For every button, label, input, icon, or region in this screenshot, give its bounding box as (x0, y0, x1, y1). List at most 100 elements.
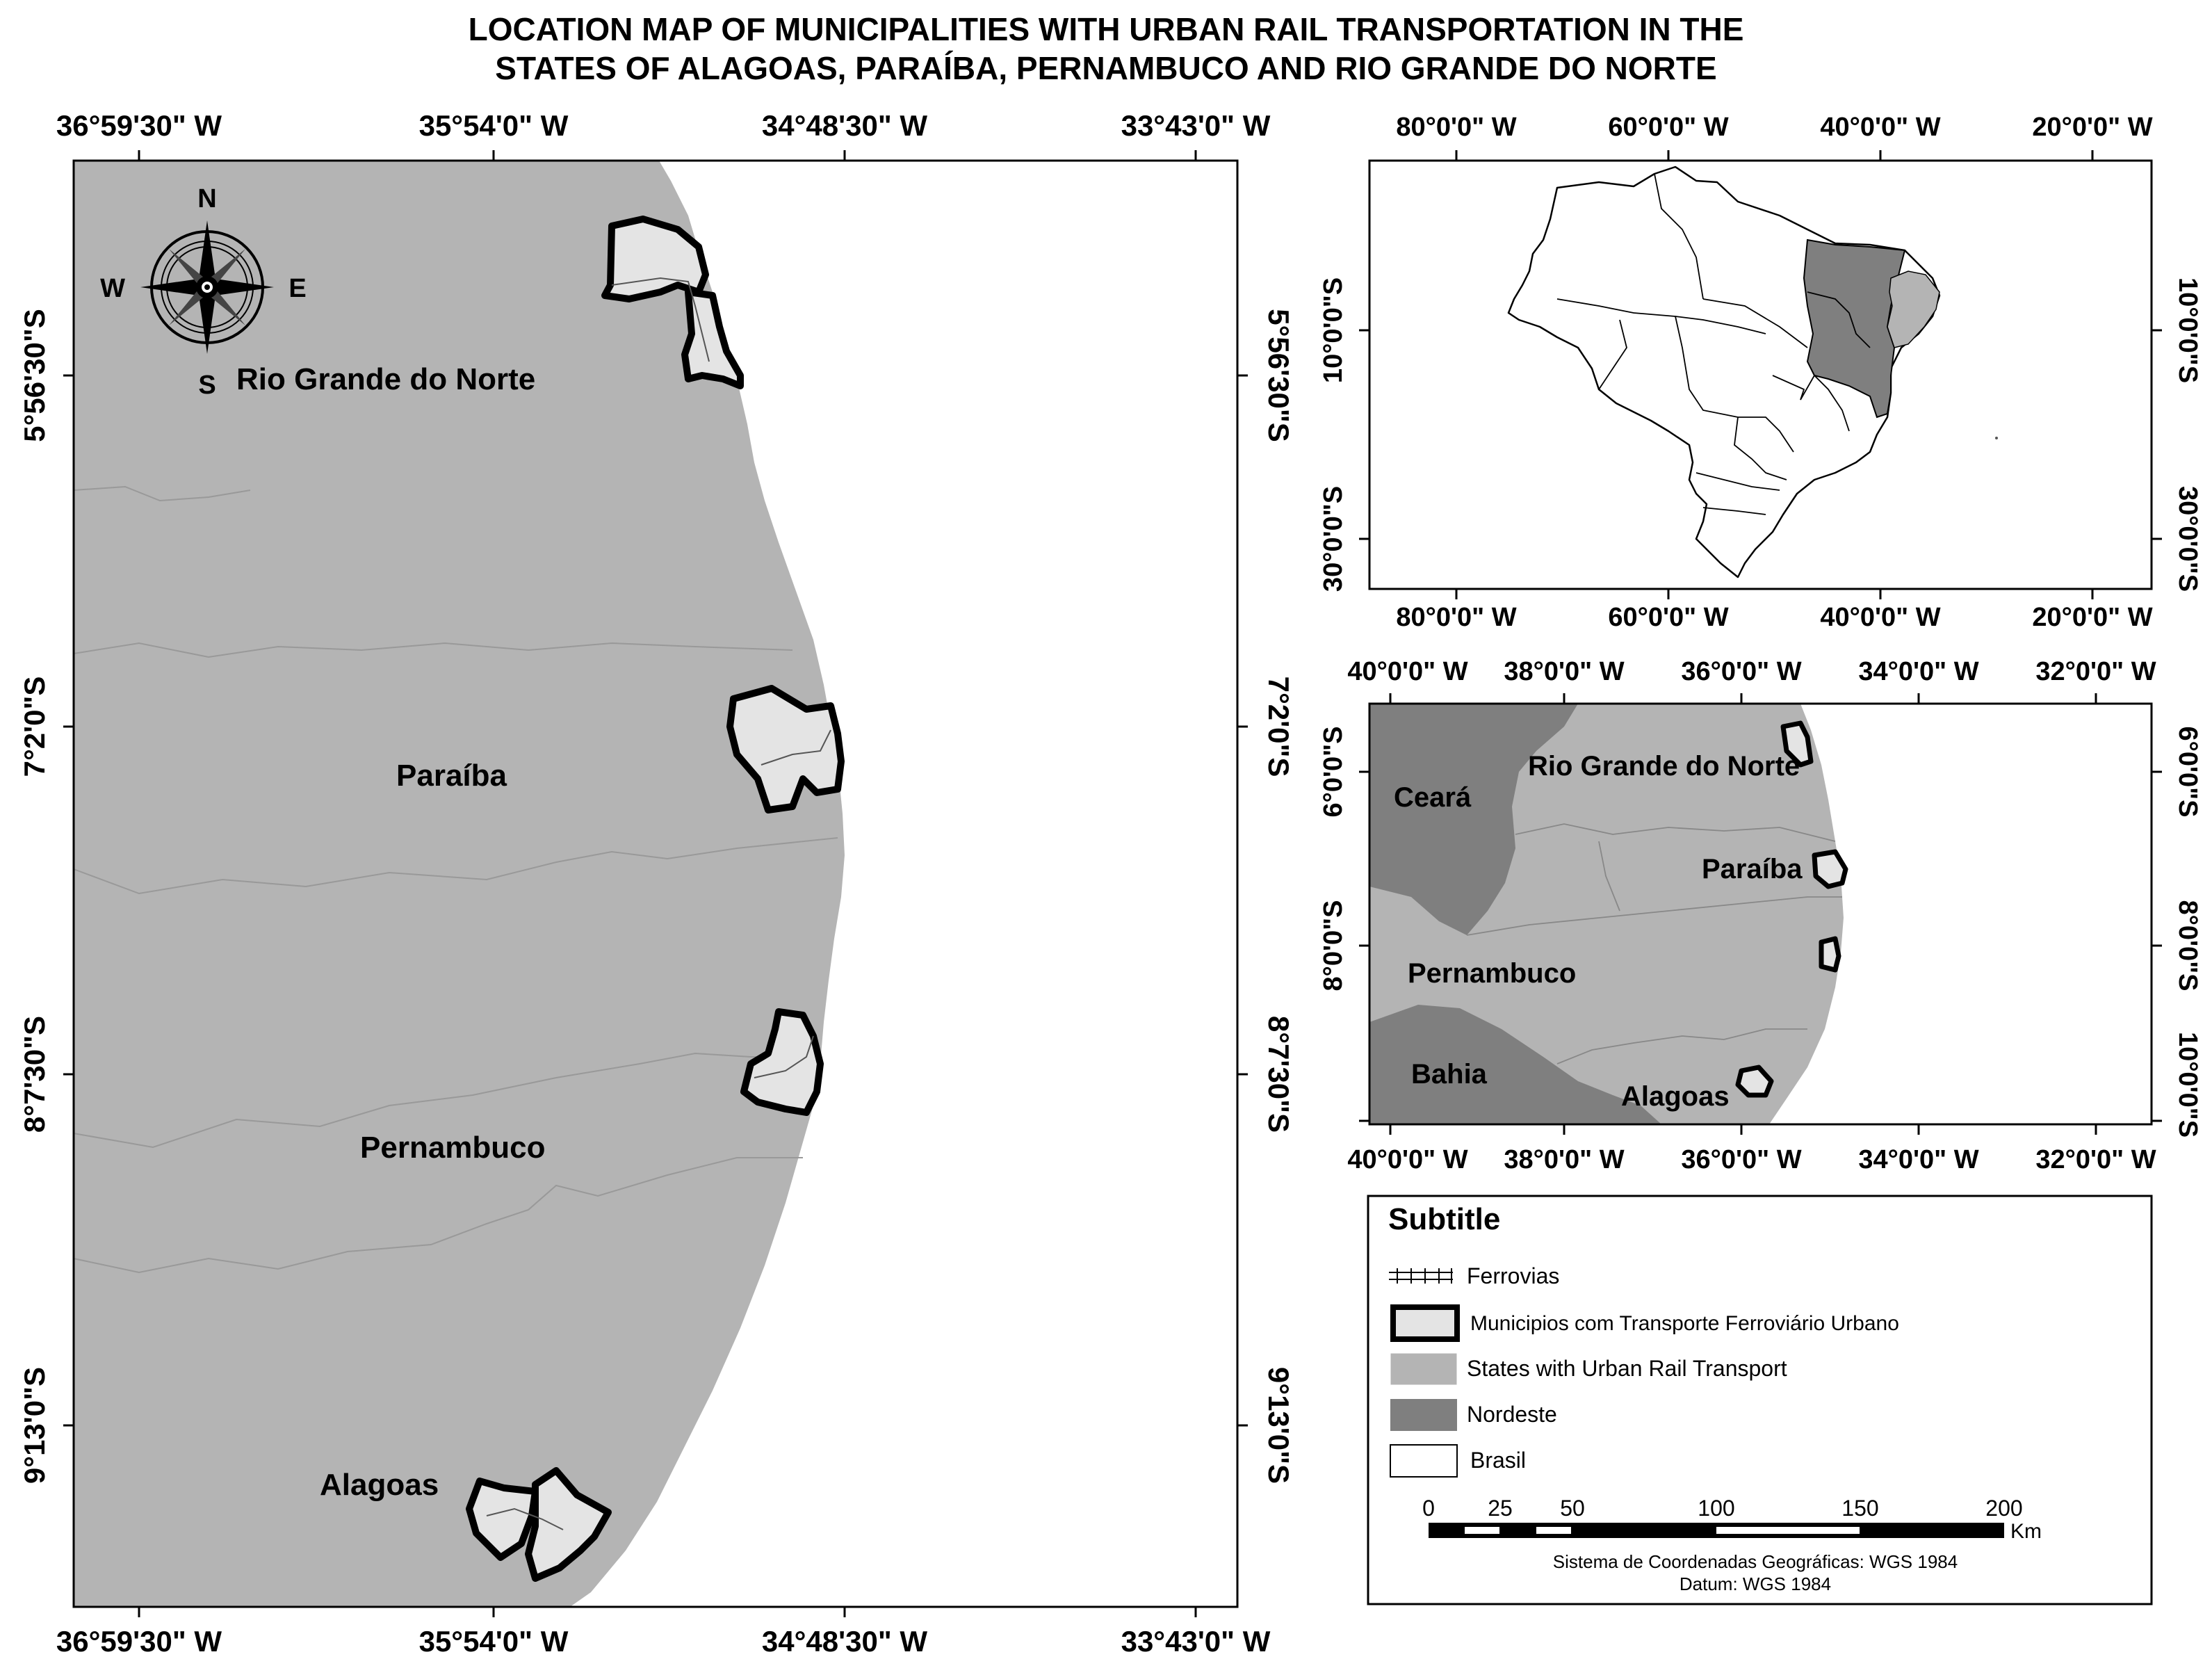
region-lon-bottom-3: 36°0'0" W (1681, 1145, 1801, 1174)
border-pe-al (73, 1157, 803, 1274)
municipality-joao-pessoa (726, 685, 845, 814)
brazil-map-ticks (1359, 150, 2162, 599)
region-label-ceara: Ceará (1394, 782, 1472, 813)
region-map-bahia (1369, 1005, 1661, 1124)
border-pe-inner (73, 1052, 806, 1149)
legend-nordeste-label: Nordeste (1467, 1402, 1557, 1427)
brazil-lon-bottom-3: 40°0'0" W (1820, 603, 1940, 632)
scale-bar-segment-1 (1465, 1527, 1499, 1534)
border-rn-pb (73, 642, 793, 658)
main-map-frame (72, 159, 1239, 1608)
main-lon-bottom-4: 33°43'0" W (1121, 1625, 1271, 1658)
main-label-rio-grande-do-norte: Rio Grande do Norte (236, 362, 535, 396)
compass-east-label: E (288, 274, 306, 303)
legend-states-swatch (1390, 1352, 1458, 1386)
region-map-municipalities (1735, 720, 1848, 1098)
main-label-paraiba: Paraíba (396, 759, 507, 793)
region-label-bahia: Bahia (1411, 1059, 1488, 1090)
municipality-parnamirim (681, 289, 744, 389)
scale-tick-150: 150 (1841, 1496, 1878, 1521)
brazil-lat-right-1: 10°0'0"S (2173, 277, 2202, 383)
region-municipality-natal (1780, 720, 1814, 768)
main-label-pernambuco: Pernambuco (360, 1131, 546, 1165)
region-lon-top-5: 32°0'0" W (2035, 657, 2156, 686)
scale-bar-segment-3 (1716, 1527, 1860, 1534)
municipality-maceio-west (466, 1478, 539, 1561)
region-label-paraiba: Paraíba (1702, 854, 1803, 884)
region-lat-right-3: 10°0'0"S (2173, 1032, 2202, 1138)
region-map: 40°0'0" W 38°0'0" W 36°0'0" W 34°0'0" W … (1319, 657, 2202, 1174)
railway-natal (611, 277, 710, 362)
region-lon-top-1: 40°0'0" W (1347, 657, 1467, 686)
legend-ferrovias-label: Ferrovias (1467, 1263, 1559, 1288)
main-lat-right-1: 5°56'30"S (1262, 309, 1295, 442)
main-lat-left-4: 9°13'0"S (18, 1367, 51, 1484)
municipality-natal (601, 216, 709, 302)
border-pb-pe (73, 837, 838, 895)
compass-west-label: W (100, 274, 125, 303)
region-label-alagoas: Alagoas (1621, 1081, 1730, 1112)
brazil-lon-bottom-2: 60°0'0" W (1608, 603, 1728, 632)
brazil-map: 80°0'0" W 60°0'0" W 40°0'0" W 20°0'0" W … (1319, 113, 2202, 632)
scale-unit: Km (2010, 1520, 2042, 1543)
main-lat-right-3: 8°7'30"S (1262, 1016, 1295, 1133)
brazil-state-borders (1556, 173, 1871, 515)
brazil-lon-bottom-4: 20°0'0" W (2032, 603, 2152, 632)
border-pe-ce (73, 485, 251, 502)
region-lat-left-2: 8°0'0"S (1319, 900, 1348, 992)
region-map-frame (1368, 702, 2153, 1126)
compass-rose-icon (140, 220, 274, 354)
legend-nordeste-swatch (1390, 1399, 1457, 1431)
legend-brasil-label: Brasil (1470, 1448, 1526, 1473)
region-lon-top-2: 38°0'0" W (1504, 657, 1624, 686)
region-map-borders (1466, 823, 1842, 1065)
legend-title: Subtitle (1388, 1202, 1500, 1236)
region-map-ceara (1369, 704, 1578, 935)
region-lon-top-3: 36°0'0" W (1681, 657, 1801, 686)
region-lat-right-2: 8°0'0"S (2173, 900, 2202, 992)
main-lat-right-2: 7°2'0"S (1262, 677, 1295, 777)
railway-joao-pessoa (761, 729, 831, 766)
main-label-alagoas: Alagoas (320, 1468, 439, 1502)
scale-tick-0: 0 (1422, 1496, 1435, 1521)
region-map-ticks (1359, 693, 2162, 1135)
region-lat-right-1: 6°0'0"S (2173, 727, 2202, 818)
brazil-lon-top-2: 60°0'0" W (1608, 113, 1728, 142)
legend-municipios-swatch (1390, 1304, 1460, 1342)
brazil-lon-top-3: 40°0'0" W (1820, 113, 1940, 142)
map-title: LOCATION MAP OF MUNICIPALITIES WITH URBA… (0, 10, 2212, 88)
scale-tick-200: 200 (1985, 1496, 2022, 1521)
scale-bar: 0 25 50 100 150 200 Km (1422, 1496, 2042, 1543)
legend-crs: Sistema de Coordenadas Geográficas: WGS … (1553, 1551, 1958, 1572)
region-lat-left-1: 6°0'0"S (1319, 727, 1348, 818)
legend-datum: Datum: WGS 1984 (1680, 1573, 1831, 1594)
map-title-line-1: LOCATION MAP OF MUNICIPALITIES WITH URBA… (468, 11, 1744, 47)
scale-bar-segment-2 (1536, 1527, 1571, 1534)
main-lon-bottom-3: 34°48'30" W (762, 1625, 928, 1658)
compass-north-label: N (197, 184, 216, 213)
region-lon-bottom-4: 34°0'0" W (1858, 1145, 1978, 1174)
main-map-land (74, 161, 845, 1607)
brazil-lon-top-1: 80°0'0" W (1396, 113, 1516, 142)
brazil-lat-left-2: 30°0'0"S (1319, 486, 1348, 592)
scale-tick-100: 100 (1698, 1496, 1734, 1521)
region-lon-bottom-1: 40°0'0" W (1347, 1145, 1467, 1174)
main-lon-top-3: 34°48'30" W (762, 109, 928, 142)
main-lon-bottom-1: 36°59'30" W (56, 1625, 222, 1658)
legend-states-label: States with Urban Rail Transport (1467, 1356, 1787, 1381)
brazil-lat-right-2: 30°0'0"S (2173, 486, 2202, 592)
municipality-maceio (525, 1467, 612, 1582)
main-lon-top-2: 35°54'0" W (419, 109, 569, 142)
region-municipality-maceio (1735, 1065, 1774, 1098)
brazil-island (1995, 437, 1998, 439)
map-title-line-2: STATES OF ALAGOAS, PARAÍBA, PERNAMBUCO A… (495, 50, 1717, 86)
brazil-states-urban-rail (1887, 270, 1940, 348)
region-municipality-recife (1819, 936, 1841, 973)
main-lon-top-4: 33°43'0" W (1121, 109, 1271, 142)
main-map-state-borders (73, 485, 838, 1274)
railway-maceio (486, 1507, 564, 1530)
region-label-pernambuco: Pernambuco (1408, 958, 1576, 989)
region-lon-bottom-2: 38°0'0" W (1504, 1145, 1624, 1174)
legend: Subtitle Ferrovias Municipios com Transp… (1367, 1195, 2153, 1605)
